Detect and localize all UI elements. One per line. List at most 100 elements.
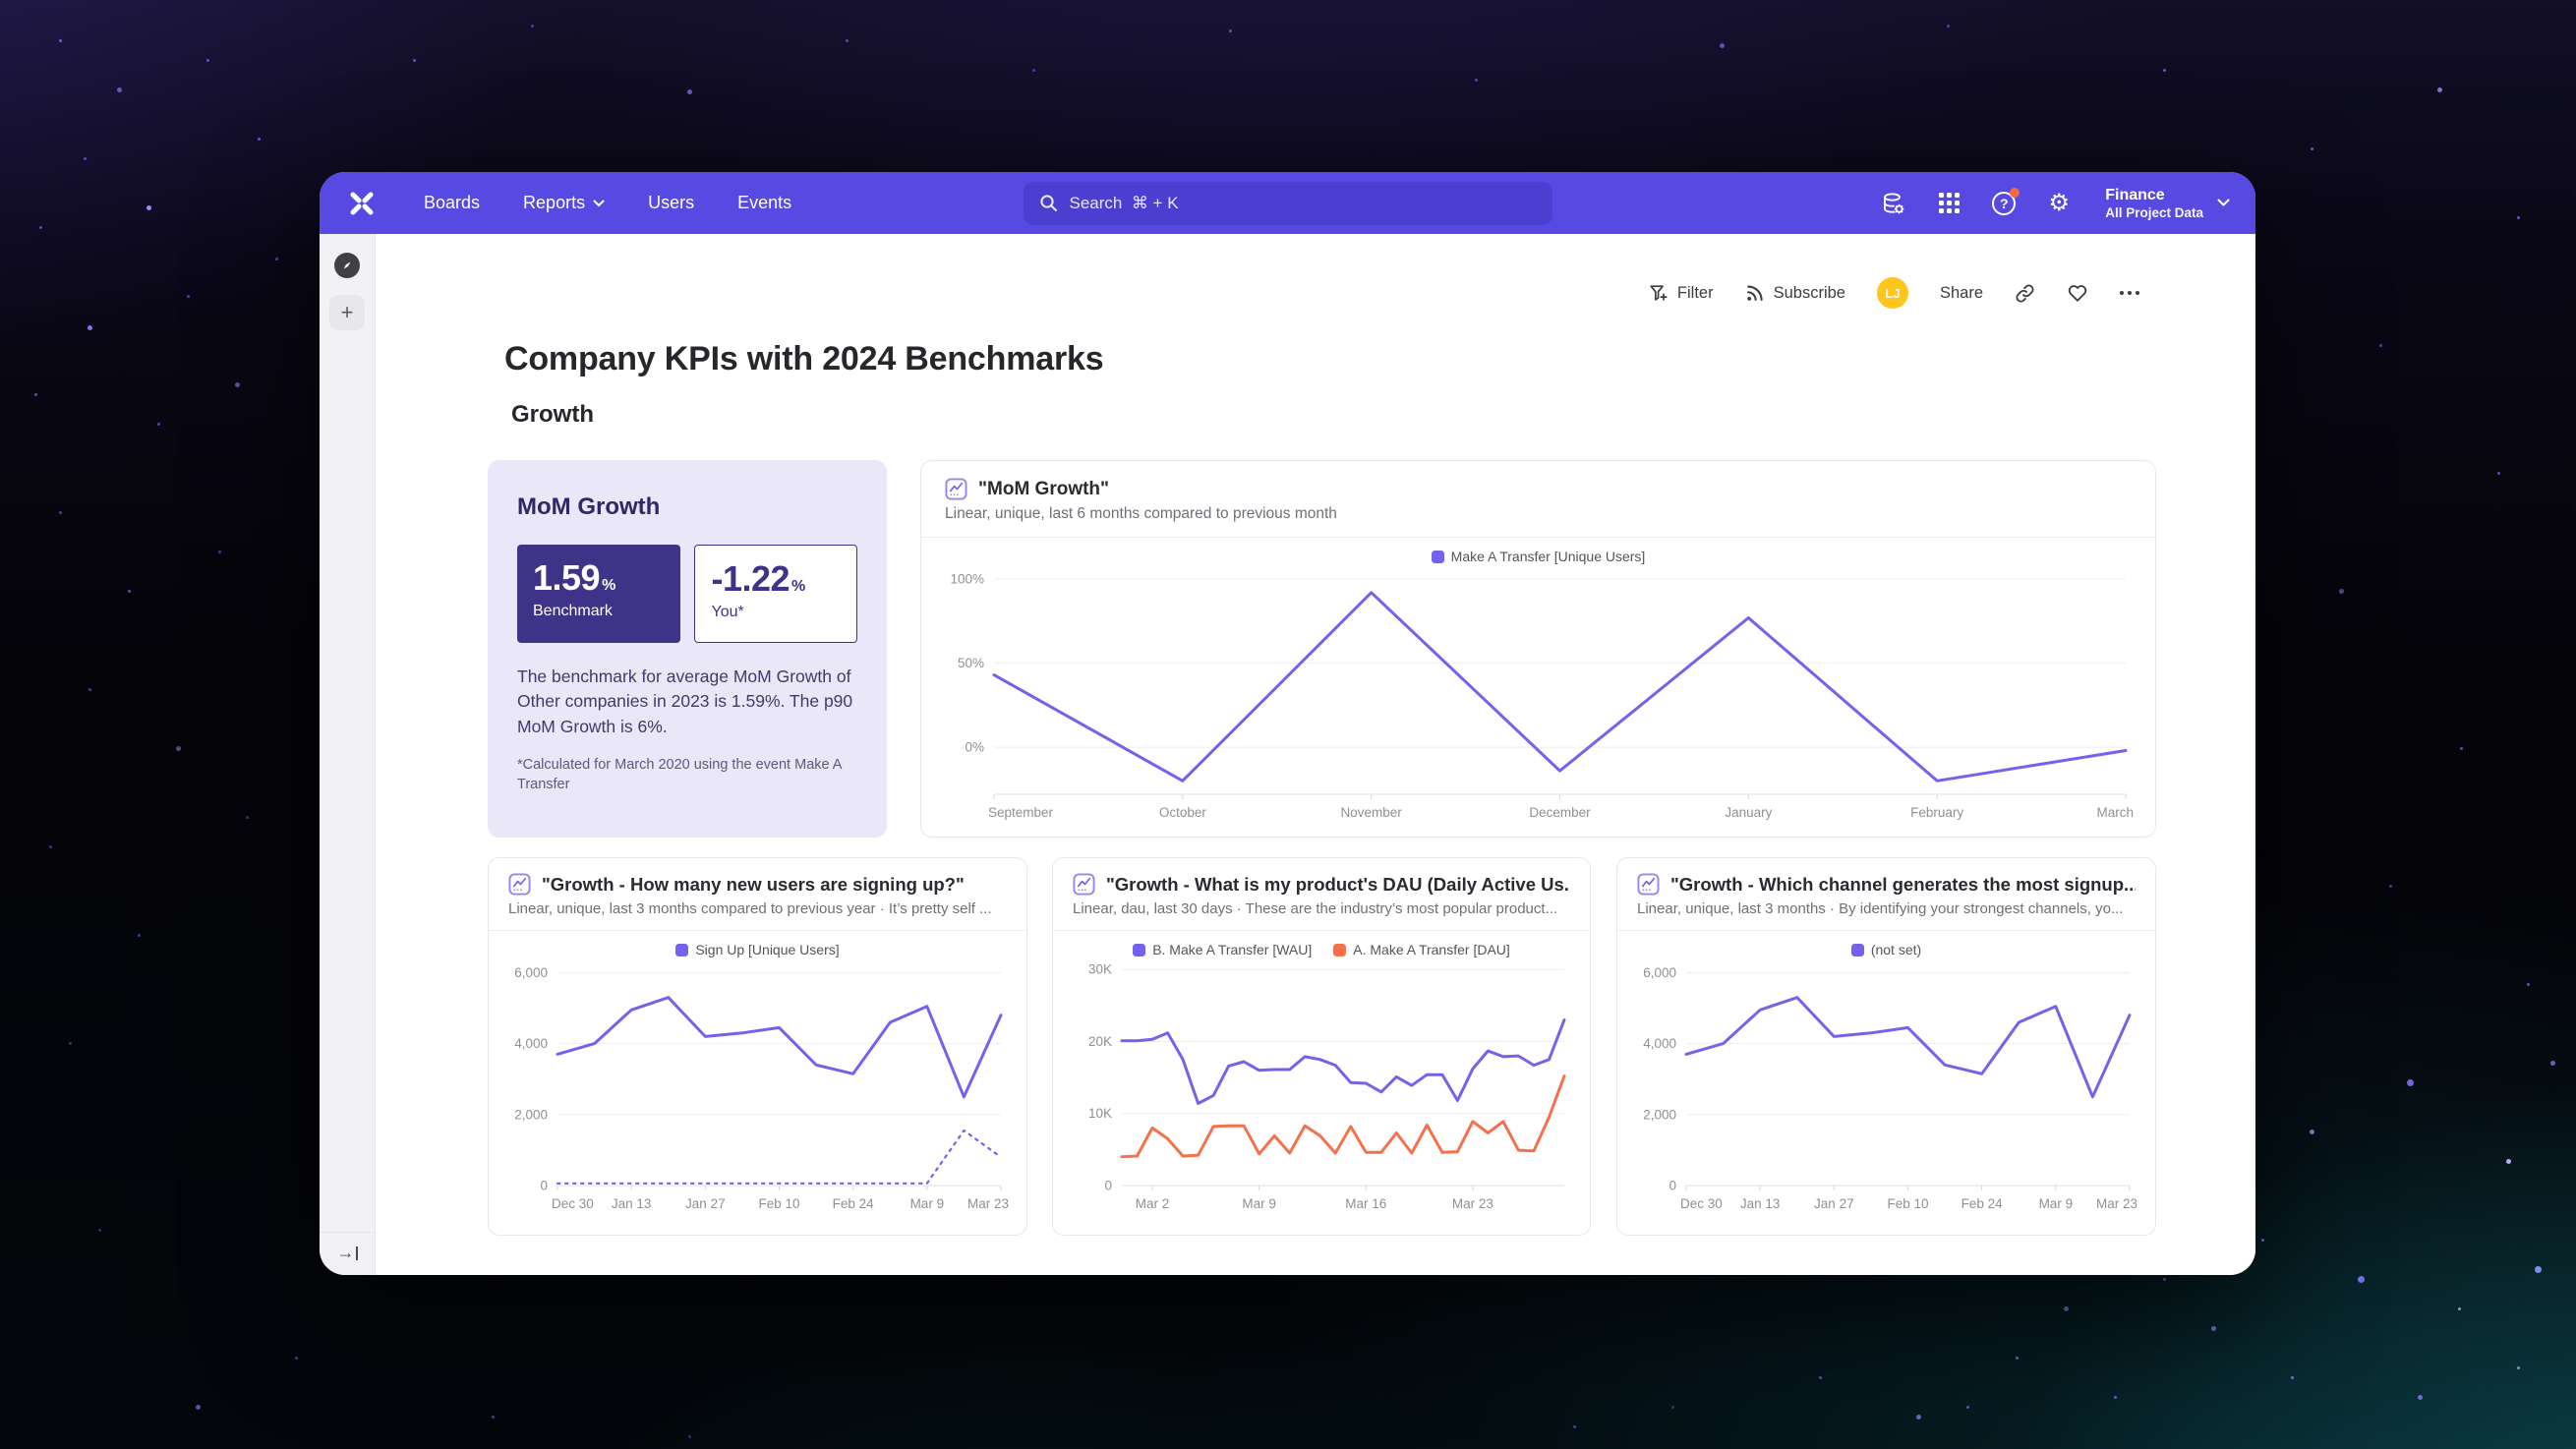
legend-entry[interactable]: (not set) [1850, 942, 1921, 957]
favorite-heart-icon[interactable] [2067, 283, 2088, 303]
report-icon [945, 478, 967, 500]
search-icon [1039, 195, 1057, 211]
legend-entry[interactable]: B. Make A Transfer [WAU] [1133, 942, 1312, 957]
chart-legend: Sign Up [Unique Users] [489, 942, 1026, 957]
svg-text:February: February [1910, 805, 1963, 820]
svg-text:0%: 0% [965, 740, 984, 755]
svg-text:Jan 27: Jan 27 [1814, 1196, 1854, 1211]
svg-text:4,000: 4,000 [1643, 1036, 1676, 1051]
svg-text:Jan 27: Jan 27 [685, 1196, 726, 1211]
copy-link-icon[interactable] [2015, 283, 2035, 304]
project-switcher[interactable]: Finance All Project Data [2105, 186, 2230, 220]
svg-text:December: December [1529, 805, 1591, 820]
report-icon [508, 873, 531, 896]
svg-text:6,000: 6,000 [514, 965, 548, 980]
chart-title[interactable]: "Growth - What is my product's DAU (Dail… [1106, 873, 1570, 895]
search-placeholder: Search ⌘ + K [1069, 193, 1179, 212]
nav-right-group: ? ⚙ Finance All Project Data [1881, 186, 2230, 220]
share-button[interactable]: Share [1939, 283, 1983, 302]
chart-subtitle: Linear, unique, last 6 months compared t… [945, 505, 1337, 522]
signups-line-chart: 6,000 4,000 2,000 0 Dec 30 Jan 13 Jan 27 Feb 10… [500, 957, 1013, 1217]
svg-text:Dec 30: Dec 30 [1680, 1196, 1723, 1211]
svg-text:Dec 30: Dec 30 [552, 1196, 594, 1211]
svg-text:October: October [1159, 805, 1207, 820]
nav-menu: Boards Reports Users Events [424, 193, 791, 213]
svg-text:2,000: 2,000 [514, 1107, 548, 1122]
chart-legend: (not set) [1617, 942, 2155, 957]
board-toolbar: Filter Subscribe LJ Share [1649, 277, 2139, 309]
mixpanel-logo-icon[interactable] [345, 187, 379, 220]
add-board-button[interactable]: + [329, 295, 365, 330]
chart-title[interactable]: "MoM Growth" [978, 478, 1110, 499]
apps-grid-icon[interactable] [1936, 191, 1961, 216]
svg-text:Mar 2: Mar 2 [1136, 1196, 1170, 1211]
project-name: Finance [2105, 187, 2165, 203]
nav-item-events[interactable]: Events [737, 193, 792, 212]
settings-gear-icon[interactable]: ⚙ [2048, 189, 2070, 216]
svg-text:30K: 30K [1088, 962, 1112, 977]
dau-chart-card: "Growth - What is my product's DAU (Dail… [1052, 857, 1591, 1236]
svg-text:0: 0 [1669, 1179, 1676, 1193]
chart-subtitle: Linear, dau, last 30 days · These are th… [1073, 900, 1558, 917]
subscribe-button[interactable]: Subscribe [1745, 283, 1845, 303]
svg-text:Mar 16: Mar 16 [1345, 1196, 1386, 1211]
svg-text:Mar 9: Mar 9 [2039, 1196, 2074, 1211]
nav-item-users[interactable]: Users [648, 193, 695, 212]
chart-title[interactable]: "Growth - How many new users are signing… [542, 873, 965, 895]
project-scope: All Project Data [2105, 205, 2203, 220]
benchmark-value-box: 1.59% Benchmark [517, 545, 681, 643]
legend-entry[interactable]: Sign Up [Unique Users] [675, 942, 840, 957]
more-options-icon[interactable] [2120, 291, 2139, 295]
page-title: Company KPIs with 2024 Benchmarks [504, 340, 1104, 377]
nav-item-reports[interactable]: Reports [523, 193, 605, 213]
notification-dot [2010, 187, 2020, 198]
channels-chart-card: "Growth - Which channel generates the mo… [1616, 857, 2156, 1236]
search-input[interactable]: Search ⌘ + K [1023, 181, 1552, 225]
svg-text:0: 0 [540, 1179, 548, 1193]
chevron-down-icon [593, 200, 605, 206]
rss-icon [1746, 285, 1763, 302]
svg-text:March: March [2096, 805, 2134, 820]
help-icon[interactable]: ? [1991, 187, 2020, 216]
section-title: Growth [511, 401, 594, 428]
mom-card-title: MoM Growth [517, 493, 661, 520]
svg-text:10K: 10K [1088, 1106, 1112, 1121]
svg-text:January: January [1725, 805, 1772, 820]
user-avatar[interactable]: LJ [1876, 277, 1908, 309]
svg-text:Mar 9: Mar 9 [1242, 1196, 1276, 1211]
chart-subtitle: Linear, unique, last 3 months compared t… [508, 900, 992, 917]
legend-entry[interactable]: Make A Transfer [Unique Users] [1431, 549, 1645, 564]
filter-button[interactable]: Filter [1649, 283, 1714, 303]
svg-text:Feb 10: Feb 10 [1887, 1196, 1928, 1211]
mom-growth-line-chart: 100% 50% 0% September October November Decembe… [937, 564, 2137, 826]
nav-item-boards[interactable]: Boards [424, 193, 481, 212]
svg-text:Feb 10: Feb 10 [758, 1196, 799, 1211]
svg-text:Jan 13: Jan 13 [612, 1196, 652, 1211]
svg-text:6,000: 6,000 [1643, 965, 1676, 980]
benchmark-footnote: *Calculated for March 2020 using the eve… [517, 757, 842, 793]
dau-line-chart: 30K 20K 10K 0 Mar 2 Mar 9 Mar 16 Mar 23 [1065, 957, 1576, 1217]
svg-text:20K: 20K [1088, 1034, 1112, 1049]
legend-entry[interactable]: A. Make A Transfer [DAU] [1333, 942, 1510, 957]
svg-text:4,000: 4,000 [514, 1036, 548, 1051]
svg-text:Mar 23: Mar 23 [1452, 1196, 1493, 1211]
you-value-box: -1.22% You* [694, 545, 857, 643]
chevron-down-icon [2217, 199, 2230, 206]
svg-text:November: November [1341, 805, 1403, 820]
chart-subtitle: Linear, unique, last 3 months · By ident… [1637, 900, 2124, 917]
chart-title[interactable]: "Growth - Which channel generates the mo… [1670, 873, 2136, 895]
filter-icon [1650, 285, 1668, 301]
svg-text:100%: 100% [950, 572, 984, 587]
data-management-icon[interactable] [1881, 191, 1906, 216]
app-window: Boards Reports Users Events Search ⌘ + K [320, 172, 2255, 1275]
board-navigator-button[interactable] [329, 248, 365, 283]
chart-legend: B. Make A Transfer [WAU] A. Make A Transf… [1053, 942, 1590, 957]
svg-text:Mar 23: Mar 23 [2096, 1196, 2137, 1211]
mom-growth-benchmark-card: MoM Growth 1.59% Benchmark -1.22% You* T… [488, 460, 887, 838]
svg-text:Feb 24: Feb 24 [833, 1196, 875, 1211]
chart-legend: Make A Transfer [Unique Users] [921, 549, 2155, 564]
board-content: Filter Subscribe LJ Share [376, 234, 2255, 1275]
expand-sidebar-icon[interactable]: → [337, 1243, 358, 1263]
svg-text:September: September [988, 805, 1054, 820]
